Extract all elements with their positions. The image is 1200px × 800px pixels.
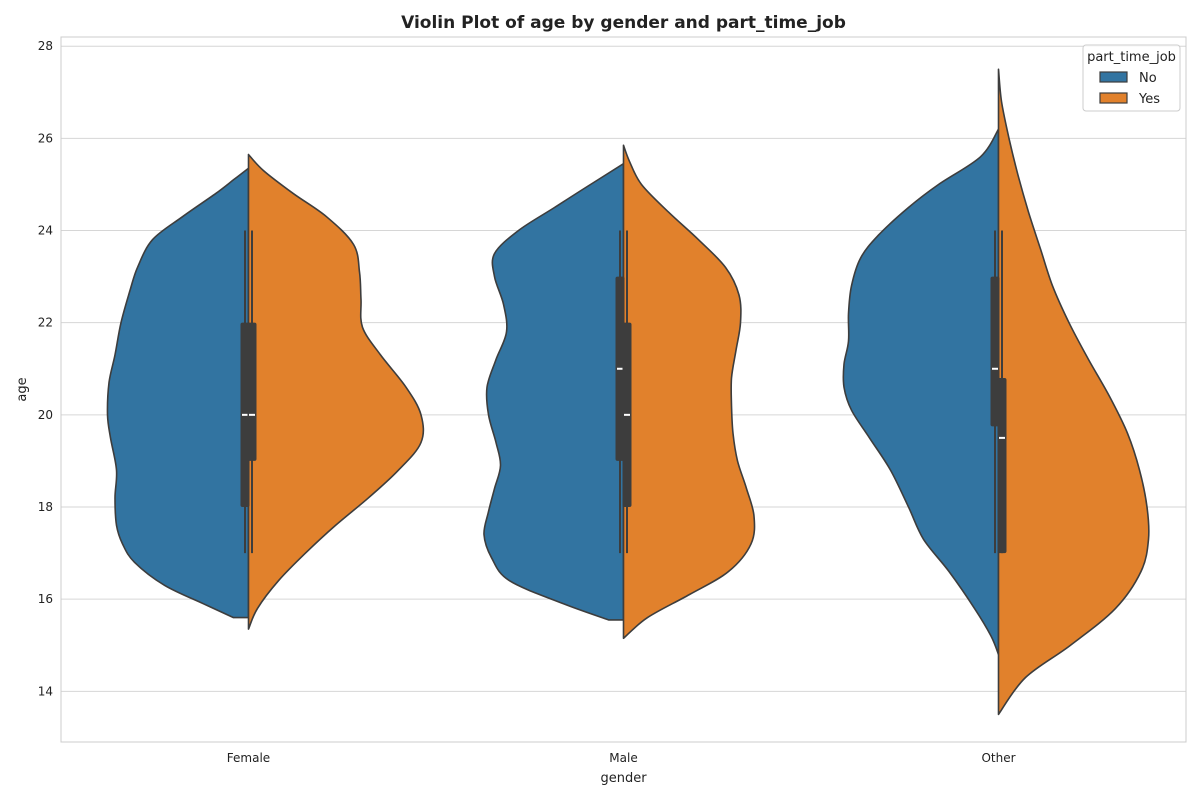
violin-yes-female [247,153,425,630]
y-tick-label: 26 [38,131,53,145]
legend-label-yes: Yes [1138,92,1160,107]
violin-yes-other [997,68,1150,716]
y-tick-label: 28 [38,39,53,53]
violin-yes-male [622,144,756,640]
legend-swatch-yes [1099,92,1128,104]
y-tick-label: 18 [38,500,53,514]
y-tick-label: 20 [38,408,53,422]
legend-title: part_time_job [1087,50,1176,65]
chart-title: Violin Plot of age by gender and part_ti… [401,13,846,33]
legend-label-no: No [1139,71,1157,86]
y-tick-label: 16 [38,592,53,606]
x-tick-label: Male [609,751,637,765]
y-tick-label: 22 [38,316,53,330]
y-tick-label: 14 [38,684,53,698]
violin-no-female [106,167,250,619]
y-axis-label: age [15,377,30,401]
violin-plots [106,68,1150,716]
inner-box-plots [240,230,1007,554]
box-iqr [247,322,257,461]
box-iqr [997,377,1007,554]
plot-frame [60,36,1187,743]
y-axis-ticks: 14 16 18 20 22 24 26 28 [38,39,53,698]
violin-no-male [483,162,625,621]
y-tick-label: 24 [38,224,53,238]
x-axis-label: gender [600,771,647,786]
x-axis-ticks: Female Male Other [227,751,1016,765]
x-tick-label: Other [981,751,1015,765]
x-tick-label: Female [227,751,270,765]
violin-no-other [842,128,1000,656]
legend: part_time_job No Yes [1082,44,1181,112]
legend-swatch-no [1099,71,1128,83]
box-iqr [990,276,1000,427]
